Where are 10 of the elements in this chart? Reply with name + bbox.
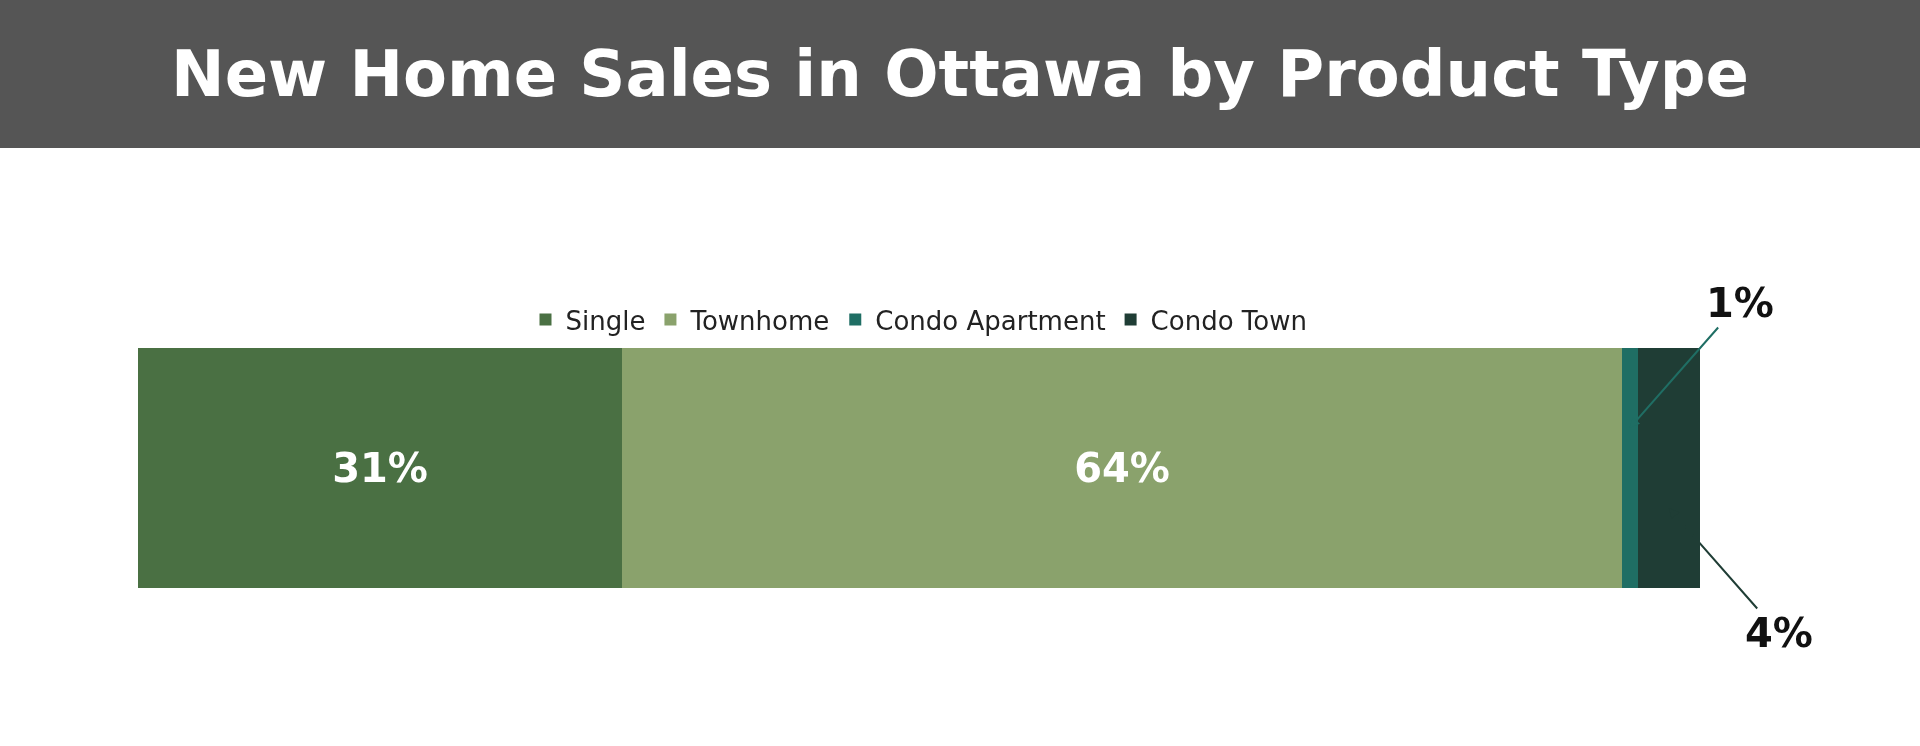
bar <box>138 348 622 588</box>
data-label: 31% <box>332 445 428 491</box>
data-label: 4% <box>1745 610 1813 656</box>
data-label: 1% <box>1706 280 1774 326</box>
data-label: 64% <box>1074 445 1170 491</box>
legend-label: Condo Town <box>1150 305 1307 336</box>
chart-title: New Home Sales in Ottawa by Product Type <box>0 0 1920 148</box>
legend-label: Townhome <box>689 305 830 336</box>
legend-label: Condo Apartment <box>875 305 1106 336</box>
legend-label: Single <box>565 305 646 336</box>
